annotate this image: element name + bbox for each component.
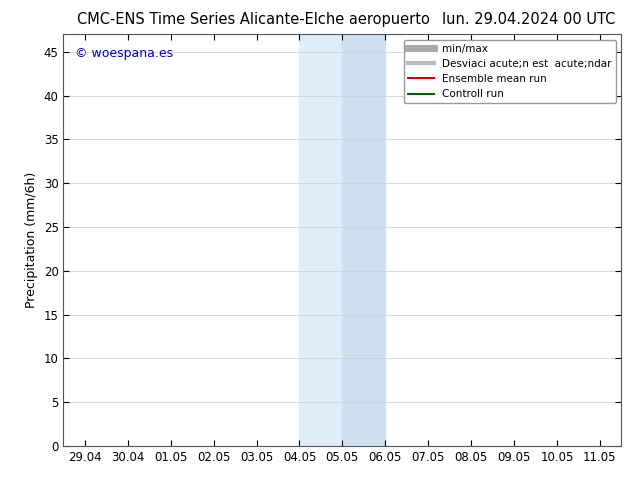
Bar [299, 34, 342, 446]
Text: © woespana.es: © woespana.es [75, 47, 172, 60]
Legend: min/max, Desviaci acute;n est  acute;ndar, Ensemble mean run, Controll run: min/max, Desviaci acute;n est acute;ndar… [404, 40, 616, 103]
Y-axis label: Precipitation (mm/6h): Precipitation (mm/6h) [25, 172, 38, 308]
Text: CMC-ENS Time Series Alicante-Elche aeropuerto: CMC-ENS Time Series Alicante-Elche aerop… [77, 12, 430, 27]
Bar [342, 34, 385, 446]
Text: lun. 29.04.2024 00 UTC: lun. 29.04.2024 00 UTC [442, 12, 615, 27]
